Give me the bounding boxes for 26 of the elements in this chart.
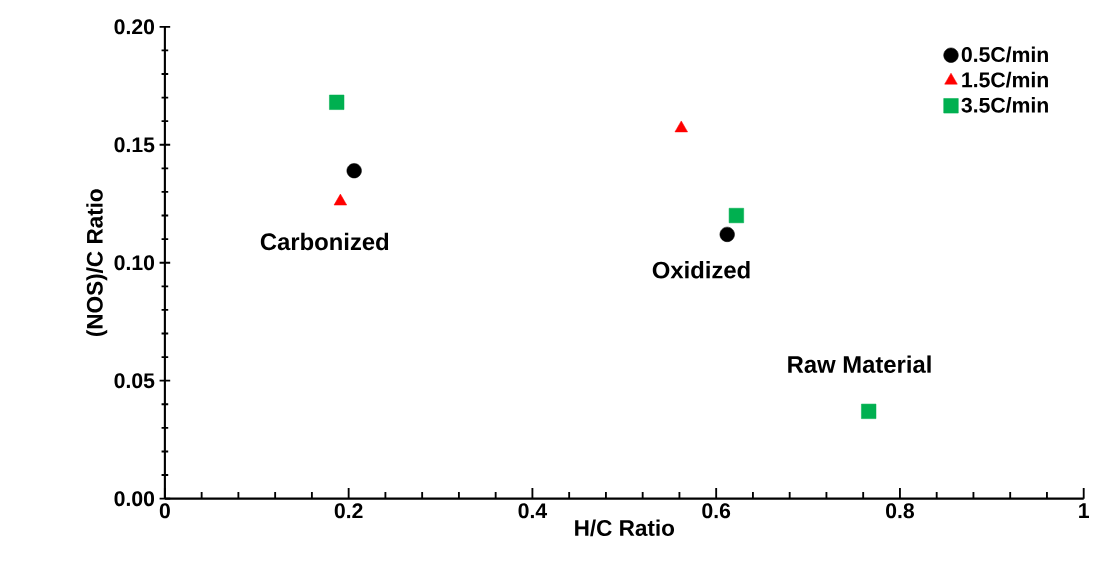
point [329,94,345,110]
point [346,163,362,179]
y-tick-label: 0.00 [114,491,155,507]
x-axis-title: H/C Ratio [575,519,675,537]
point [674,120,688,133]
point [861,403,877,419]
y-axis-title: (NOS)/C Ratio [86,189,108,336]
x-tick-label: 0.4 [518,503,548,519]
point [728,207,744,224]
point [719,226,735,242]
y-tick-label: 0.20 [114,19,155,35]
annotation: Carbonized [260,232,389,251]
point [333,193,347,206]
x-tick-label: 1 [1079,503,1089,518]
legend-label: 3.5C/min [961,97,1048,113]
y-tick-label: 0.05 [114,373,155,389]
annotation: Oxidized [652,261,750,279]
legend-label: 0.5C/min [961,46,1048,63]
annotation: Raw Material [788,355,931,373]
y-tick-label: 0.15 [114,137,155,153]
legend-label: 1.5C/min [962,71,1048,88]
x-tick-label: 0 [159,503,170,519]
y-tick-label: 0.10 [114,255,155,271]
x-tick-label: 0.6 [702,503,731,519]
x-tick-label: 0.8 [886,503,915,519]
x-tick-label: 0.2 [334,503,363,519]
